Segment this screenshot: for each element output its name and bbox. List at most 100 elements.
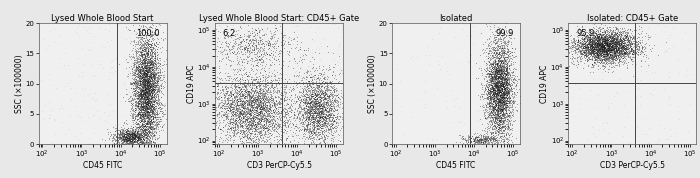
Point (225, 127, 237, 129)
Point (608, 54, 620, 57)
Point (298, 58, 309, 61)
Point (603, 50, 614, 53)
Point (588, 43, 599, 46)
Point (140, 101, 151, 103)
Point (153, 23, 164, 26)
Point (490, 122, 501, 125)
Point (264, 98, 275, 100)
Point (454, 134, 465, 137)
Point (137, 76, 148, 79)
Point (231, 96, 242, 98)
Point (118, 136, 129, 139)
Point (468, 138, 480, 141)
Point (599, 38, 610, 41)
Point (232, 103, 243, 106)
Point (146, 122, 158, 124)
Point (603, 56, 615, 59)
Point (489, 83, 500, 86)
Point (604, 35, 615, 38)
Point (640, 54, 652, 57)
Point (250, 99, 261, 102)
Point (307, 127, 318, 129)
Point (257, 111, 268, 114)
Point (148, 109, 160, 111)
Point (582, 46, 594, 48)
Point (613, 59, 624, 61)
Point (493, 65, 504, 68)
Point (141, 52, 153, 54)
Point (584, 51, 595, 54)
Point (139, 37, 150, 40)
Point (488, 88, 499, 91)
Point (244, 122, 255, 125)
Point (496, 108, 507, 111)
Point (225, 108, 237, 111)
Point (247, 139, 258, 142)
Point (270, 123, 281, 126)
Point (584, 41, 596, 44)
Point (484, 95, 495, 97)
Point (228, 132, 239, 135)
Point (148, 88, 160, 90)
Point (610, 53, 622, 56)
Point (312, 113, 323, 116)
Point (592, 43, 603, 46)
Point (76, 88, 88, 91)
Point (135, 96, 146, 99)
Point (125, 106, 136, 109)
Point (493, 75, 504, 78)
Point (130, 105, 141, 108)
Point (489, 107, 500, 110)
Point (477, 143, 488, 146)
Point (497, 71, 508, 74)
Point (316, 101, 328, 104)
Point (502, 49, 513, 51)
Point (260, 137, 271, 140)
Point (307, 88, 318, 91)
Point (101, 40, 112, 43)
Point (239, 88, 250, 90)
Point (494, 91, 505, 94)
Point (489, 120, 500, 123)
Point (131, 136, 142, 139)
Point (299, 116, 310, 119)
Point (133, 134, 144, 136)
Point (300, 103, 311, 105)
Point (251, 115, 262, 118)
Point (237, 129, 248, 132)
Point (312, 112, 323, 114)
Point (503, 114, 514, 117)
Point (320, 122, 331, 125)
Point (311, 82, 322, 85)
Point (254, 113, 265, 116)
Point (489, 76, 500, 79)
Point (490, 126, 501, 129)
Point (586, 53, 597, 56)
Point (125, 54, 136, 57)
Point (490, 116, 501, 119)
Point (137, 81, 148, 83)
Point (613, 34, 624, 37)
Point (148, 86, 159, 89)
Point (313, 112, 324, 115)
Point (615, 33, 626, 36)
Point (503, 88, 514, 91)
Point (634, 39, 645, 42)
Point (106, 133, 117, 136)
Point (592, 46, 603, 49)
Point (601, 42, 612, 45)
Point (582, 49, 594, 52)
Point (260, 140, 271, 142)
Point (244, 122, 255, 124)
Point (589, 45, 601, 48)
Point (134, 131, 146, 134)
Point (599, 59, 610, 62)
Point (503, 57, 514, 60)
Point (605, 45, 616, 48)
Point (148, 140, 159, 143)
Point (599, 51, 610, 54)
Point (406, 115, 417, 118)
Point (318, 95, 330, 98)
Point (622, 63, 633, 66)
Point (498, 58, 510, 61)
